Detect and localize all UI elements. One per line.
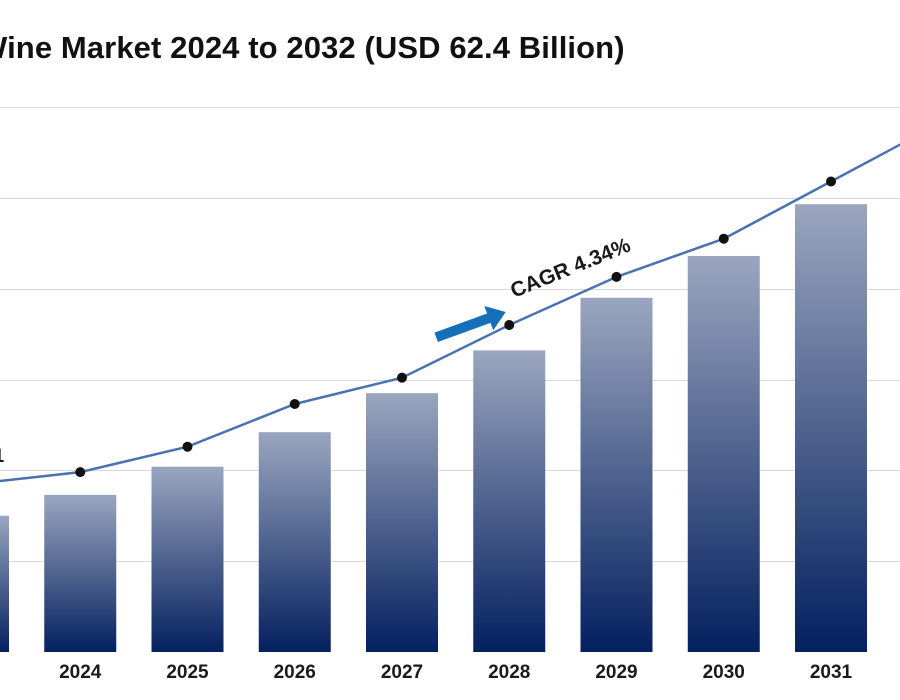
- trend-line-layer: [0, 143, 900, 483]
- data-label-2023: 2.1: [0, 446, 5, 467]
- arrow-right: [434, 305, 506, 343]
- trend-marker-2030: [718, 233, 729, 244]
- gridlines: [0, 107, 900, 562]
- x-tick-label-2029: 2029: [595, 662, 637, 683]
- bar-2025: [151, 466, 224, 652]
- trend-line: [0, 143, 900, 483]
- bars: [0, 204, 867, 653]
- trend-marker-2026: [289, 399, 300, 410]
- cagr-label: CAGR 4.34%: [507, 234, 634, 303]
- trend-marker-2031: [826, 176, 836, 187]
- x-tick-label-2027: 2027: [381, 662, 423, 683]
- chart-title: Wine Market 2024 to 2032 (USD 62.4 Billi…: [0, 30, 625, 65]
- bar-2028: [473, 350, 546, 652]
- bar-2031: [795, 204, 867, 653]
- x-tick-label-2026: 2026: [274, 662, 316, 683]
- x-tick-label-2031: 2031: [810, 662, 853, 683]
- x-tick-label-2028: 2028: [488, 662, 530, 683]
- bar-2023: [0, 515, 9, 652]
- trend-marker-2024: [75, 467, 86, 478]
- bar-2026: [258, 432, 331, 652]
- trend-marker-2025: [182, 441, 193, 452]
- trend-marker-2028: [504, 320, 515, 330]
- bar-2029: [580, 297, 653, 652]
- x-tick-label-2025: 2025: [166, 662, 209, 683]
- trend-marker-2027: [397, 372, 407, 383]
- bar-2027: [366, 393, 438, 652]
- labels: 2023202420252026202720282029203020312.1: [0, 446, 853, 683]
- trend-marker-2029: [611, 271, 622, 282]
- x-tick-label-2030: 2030: [703, 662, 745, 683]
- trend-markers: [75, 176, 836, 478]
- bar-2024: [44, 494, 117, 652]
- bar-2030: [687, 255, 760, 652]
- x-tick-label-2024: 2024: [59, 662, 102, 683]
